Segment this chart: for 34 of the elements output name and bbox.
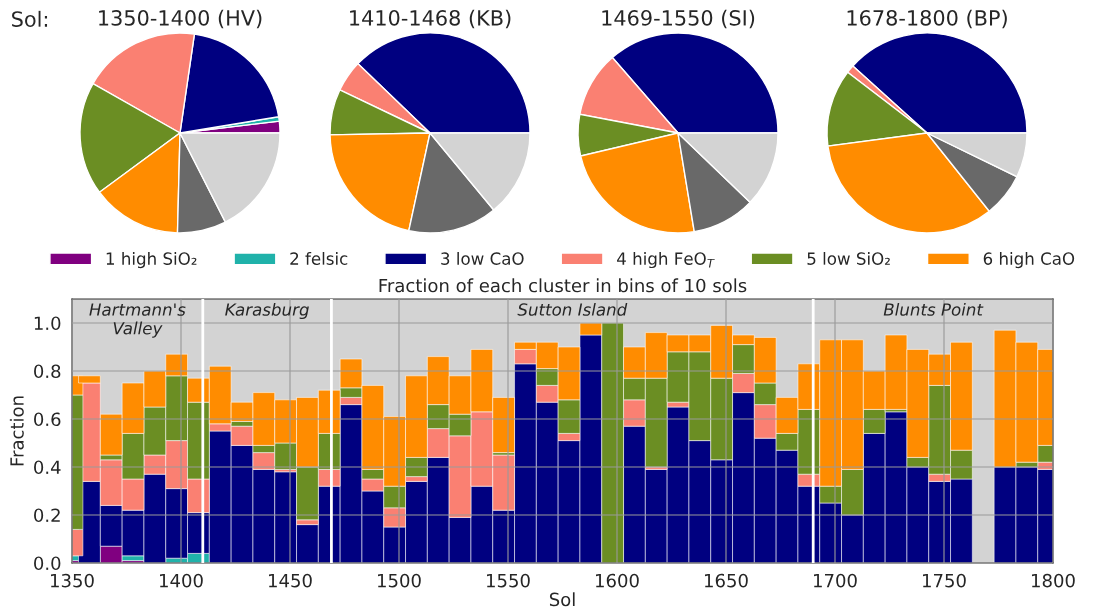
annotation: Karasburg	[225, 302, 309, 320]
y-tick-label: 0.0	[34, 556, 61, 571]
x-tick-label: 1600	[596, 573, 639, 588]
legend-label: 3 low CaO	[441, 252, 524, 265]
y-tick-label: 0.2	[34, 508, 60, 523]
x-tick-label: 1700	[814, 573, 857, 588]
chart-title: 1678-1800 (BP)	[847, 9, 1007, 29]
annotation: Sutton Island	[517, 302, 628, 316]
y-tick-label: 1.0	[34, 316, 61, 331]
y-tick-label: 0.6	[34, 412, 61, 427]
y-axis-title: Fraction	[9, 396, 24, 466]
chart-title: 1410-1468 (KB)	[350, 9, 511, 29]
x-tick-label: 1800	[1032, 573, 1075, 588]
legend-label: 5 low SiO₂	[807, 252, 890, 265]
y-tick-label: 0.4	[34, 460, 61, 475]
x-tick-label: 1350	[51, 573, 94, 588]
x-tick-label: 1500	[378, 573, 421, 588]
x-tick-label: 1450	[269, 573, 312, 588]
annotation: Blunts Point	[883, 302, 984, 316]
legend-label: 6 high CaO	[983, 252, 1075, 269]
legend-label: 4 high FeO$_{T}$	[617, 251, 715, 269]
y-tick-label: 0.8	[34, 364, 61, 379]
x-tick-label: 1750	[923, 573, 966, 588]
x-tick-label: 1400	[160, 573, 203, 588]
chart-title: 1469-1550 (SI)	[602, 9, 755, 29]
legend-label: 1 high SiO₂	[106, 252, 197, 269]
chart-title: Fraction of each cluster in bins of 10 sols	[379, 278, 747, 293]
x-tick-label: 1550	[487, 573, 530, 588]
legend-label: 2 felsic	[290, 252, 348, 265]
chart-title: 1350-1400 (HV)	[99, 9, 262, 29]
text: Sol:	[12, 10, 48, 27]
x-tick-label: 1650	[705, 573, 748, 588]
x-axis-title: Sol	[549, 592, 575, 607]
annotation: Hartmann's Valley	[89, 303, 186, 338]
